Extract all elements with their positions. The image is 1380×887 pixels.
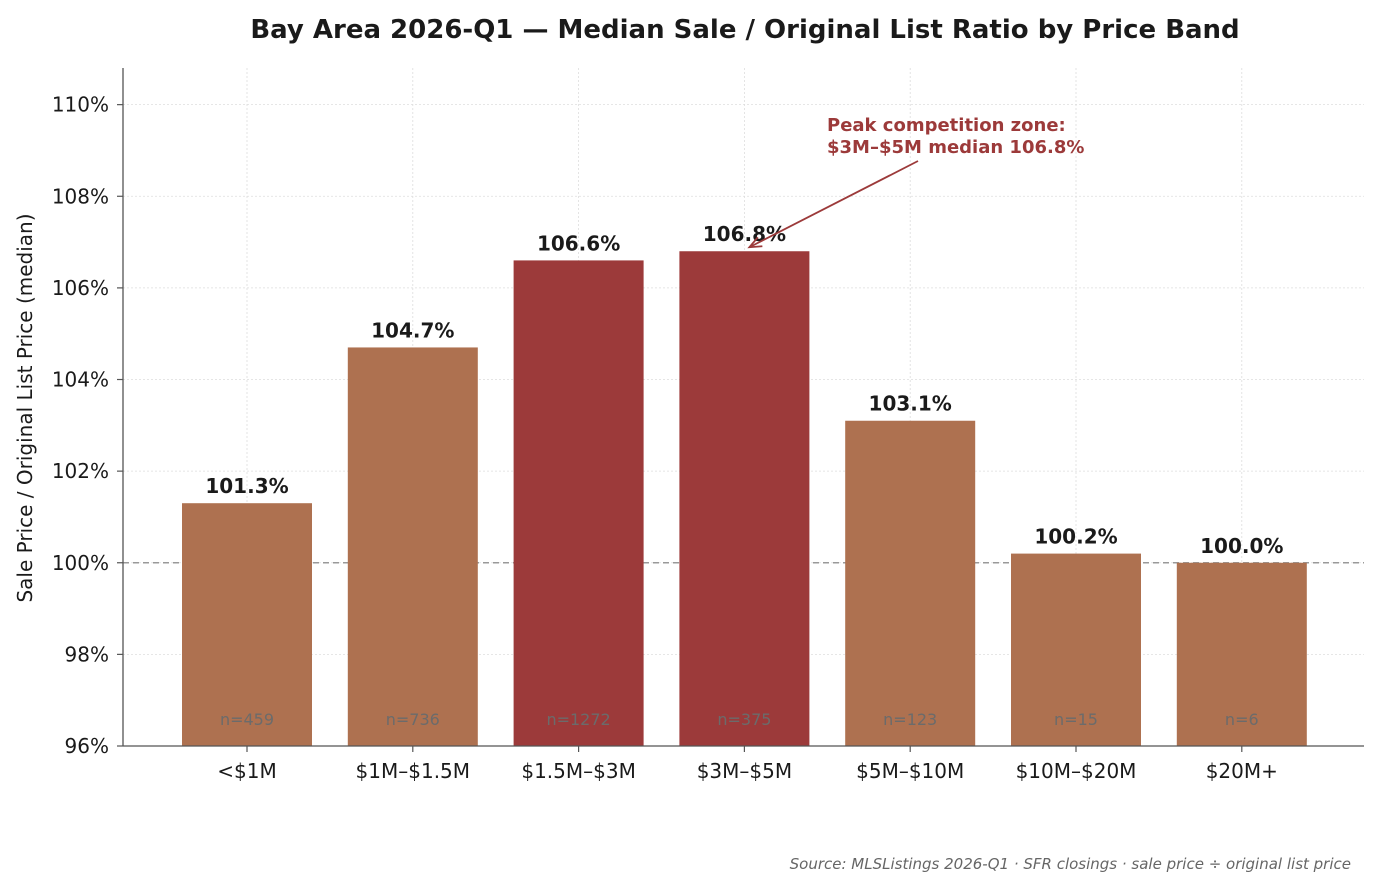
bar-sample-label-4: n=123	[883, 710, 937, 729]
bar-value-label-4: 103.1%	[869, 392, 952, 416]
source-note: Source: MLSListings 2026-Q1 · SFR closin…	[790, 855, 1351, 873]
y-tick-label-1: 98%	[65, 642, 109, 666]
y-axis-label: Sale Price / Original List Price (median…	[13, 213, 37, 602]
x-tick-label-6: $20M+	[1206, 759, 1278, 783]
bar-4	[845, 420, 976, 746]
y-tick-label-4: 104%	[52, 368, 109, 392]
bar-sample-label-1: n=736	[386, 710, 440, 729]
bar-0	[182, 503, 312, 746]
y-tick-label-0: 96%	[65, 734, 109, 758]
bar-value-label-1: 104.7%	[371, 318, 454, 342]
bars: 101.3% n=459 104.7% n=736 106.6% n=1272 106.8%…	[182, 222, 1307, 747]
bar-value-label-2: 106.6%	[537, 231, 620, 255]
annotation-line-2: $3M–$5M median 106.8%	[827, 137, 1084, 158]
y-tick-label-6: 108%	[52, 184, 109, 208]
y-tick-label-5: 106%	[52, 276, 109, 300]
y-tick-label-7: 110%	[52, 93, 109, 117]
bar-sample-label-3: n=375	[717, 710, 771, 729]
y-tick-label-3: 102%	[52, 459, 109, 483]
x-tick-label-4: $5M–$10M	[856, 759, 964, 783]
bar-sample-label-0: n=459	[220, 710, 274, 729]
annotation: Peak competition zone: $3M–$5M median 10…	[747, 115, 1084, 249]
bar-value-label-6: 100.0%	[1200, 534, 1283, 558]
bar-value-label-5: 100.2%	[1034, 525, 1117, 549]
x-tick-label-1: $1M–$1.5M	[356, 759, 471, 783]
bar-2	[513, 260, 644, 746]
chart-title: Bay Area 2026-Q1 — Median Sale / Origina…	[250, 15, 1239, 45]
bar-3	[679, 251, 810, 747]
annotation-arrow-head	[747, 236, 763, 249]
y-axis-ticks: 96% 98% 100% 102% 104% 106% 108% 110%	[52, 93, 123, 758]
x-tick-label-0: <$1M	[217, 759, 276, 783]
x-axis-ticks: <$1M $1M–$1.5M $1.5M–$3M $3M–$5M $5M–$10M $10…	[217, 746, 1278, 783]
bar-6	[1176, 562, 1307, 746]
bar-value-label-3: 106.8%	[703, 222, 786, 246]
bar-value-label-0: 101.3%	[205, 474, 288, 498]
annotation-arrow-line	[748, 160, 919, 249]
bar-5	[1011, 553, 1141, 746]
annotation-line-1: Peak competition zone:	[827, 115, 1066, 136]
x-tick-label-2: $1.5M–$3M	[521, 759, 636, 783]
x-tick-label-3: $3M–$5M	[697, 759, 792, 783]
bar-sample-label-5: n=15	[1054, 710, 1098, 729]
y-tick-label-2: 100%	[52, 551, 109, 575]
bar-1	[347, 347, 478, 746]
bar-sample-label-2: n=1272	[546, 710, 610, 729]
bar-sample-label-6: n=6	[1225, 710, 1259, 729]
x-tick-label-5: $10M–$20M	[1016, 759, 1137, 783]
axes	[122, 68, 1364, 747]
